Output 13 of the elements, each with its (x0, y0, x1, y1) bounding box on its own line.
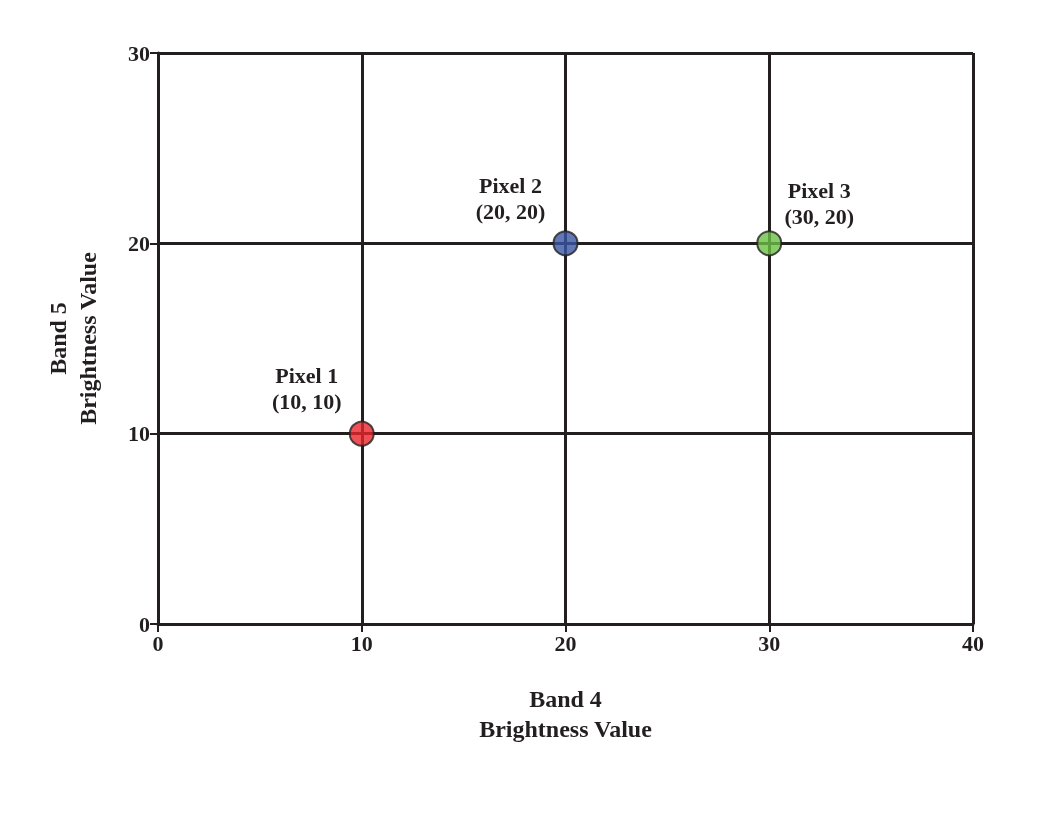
x-axis-title: Band 4 Brightness Value (479, 686, 653, 742)
x-tick-label: 40 (962, 630, 984, 656)
x-tick-label: 30 (758, 630, 781, 656)
y-axis-title: Band 5 Brightness Value (45, 251, 101, 425)
y-tick-label: 0 (139, 611, 150, 637)
y-tick-label: 10 (128, 421, 150, 447)
y-tick-label: 30 (128, 40, 150, 66)
annotation: Pixel 1 (10, 10) (271, 363, 342, 415)
annotation: Pixel 2 (20, 20) (475, 172, 546, 224)
x-tick-label: 20 (554, 630, 577, 656)
x-tick-label: 10 (350, 630, 373, 656)
y-tick-label: 20 (128, 230, 150, 256)
annotation: Pixel 3 (30, 20) (784, 177, 855, 229)
